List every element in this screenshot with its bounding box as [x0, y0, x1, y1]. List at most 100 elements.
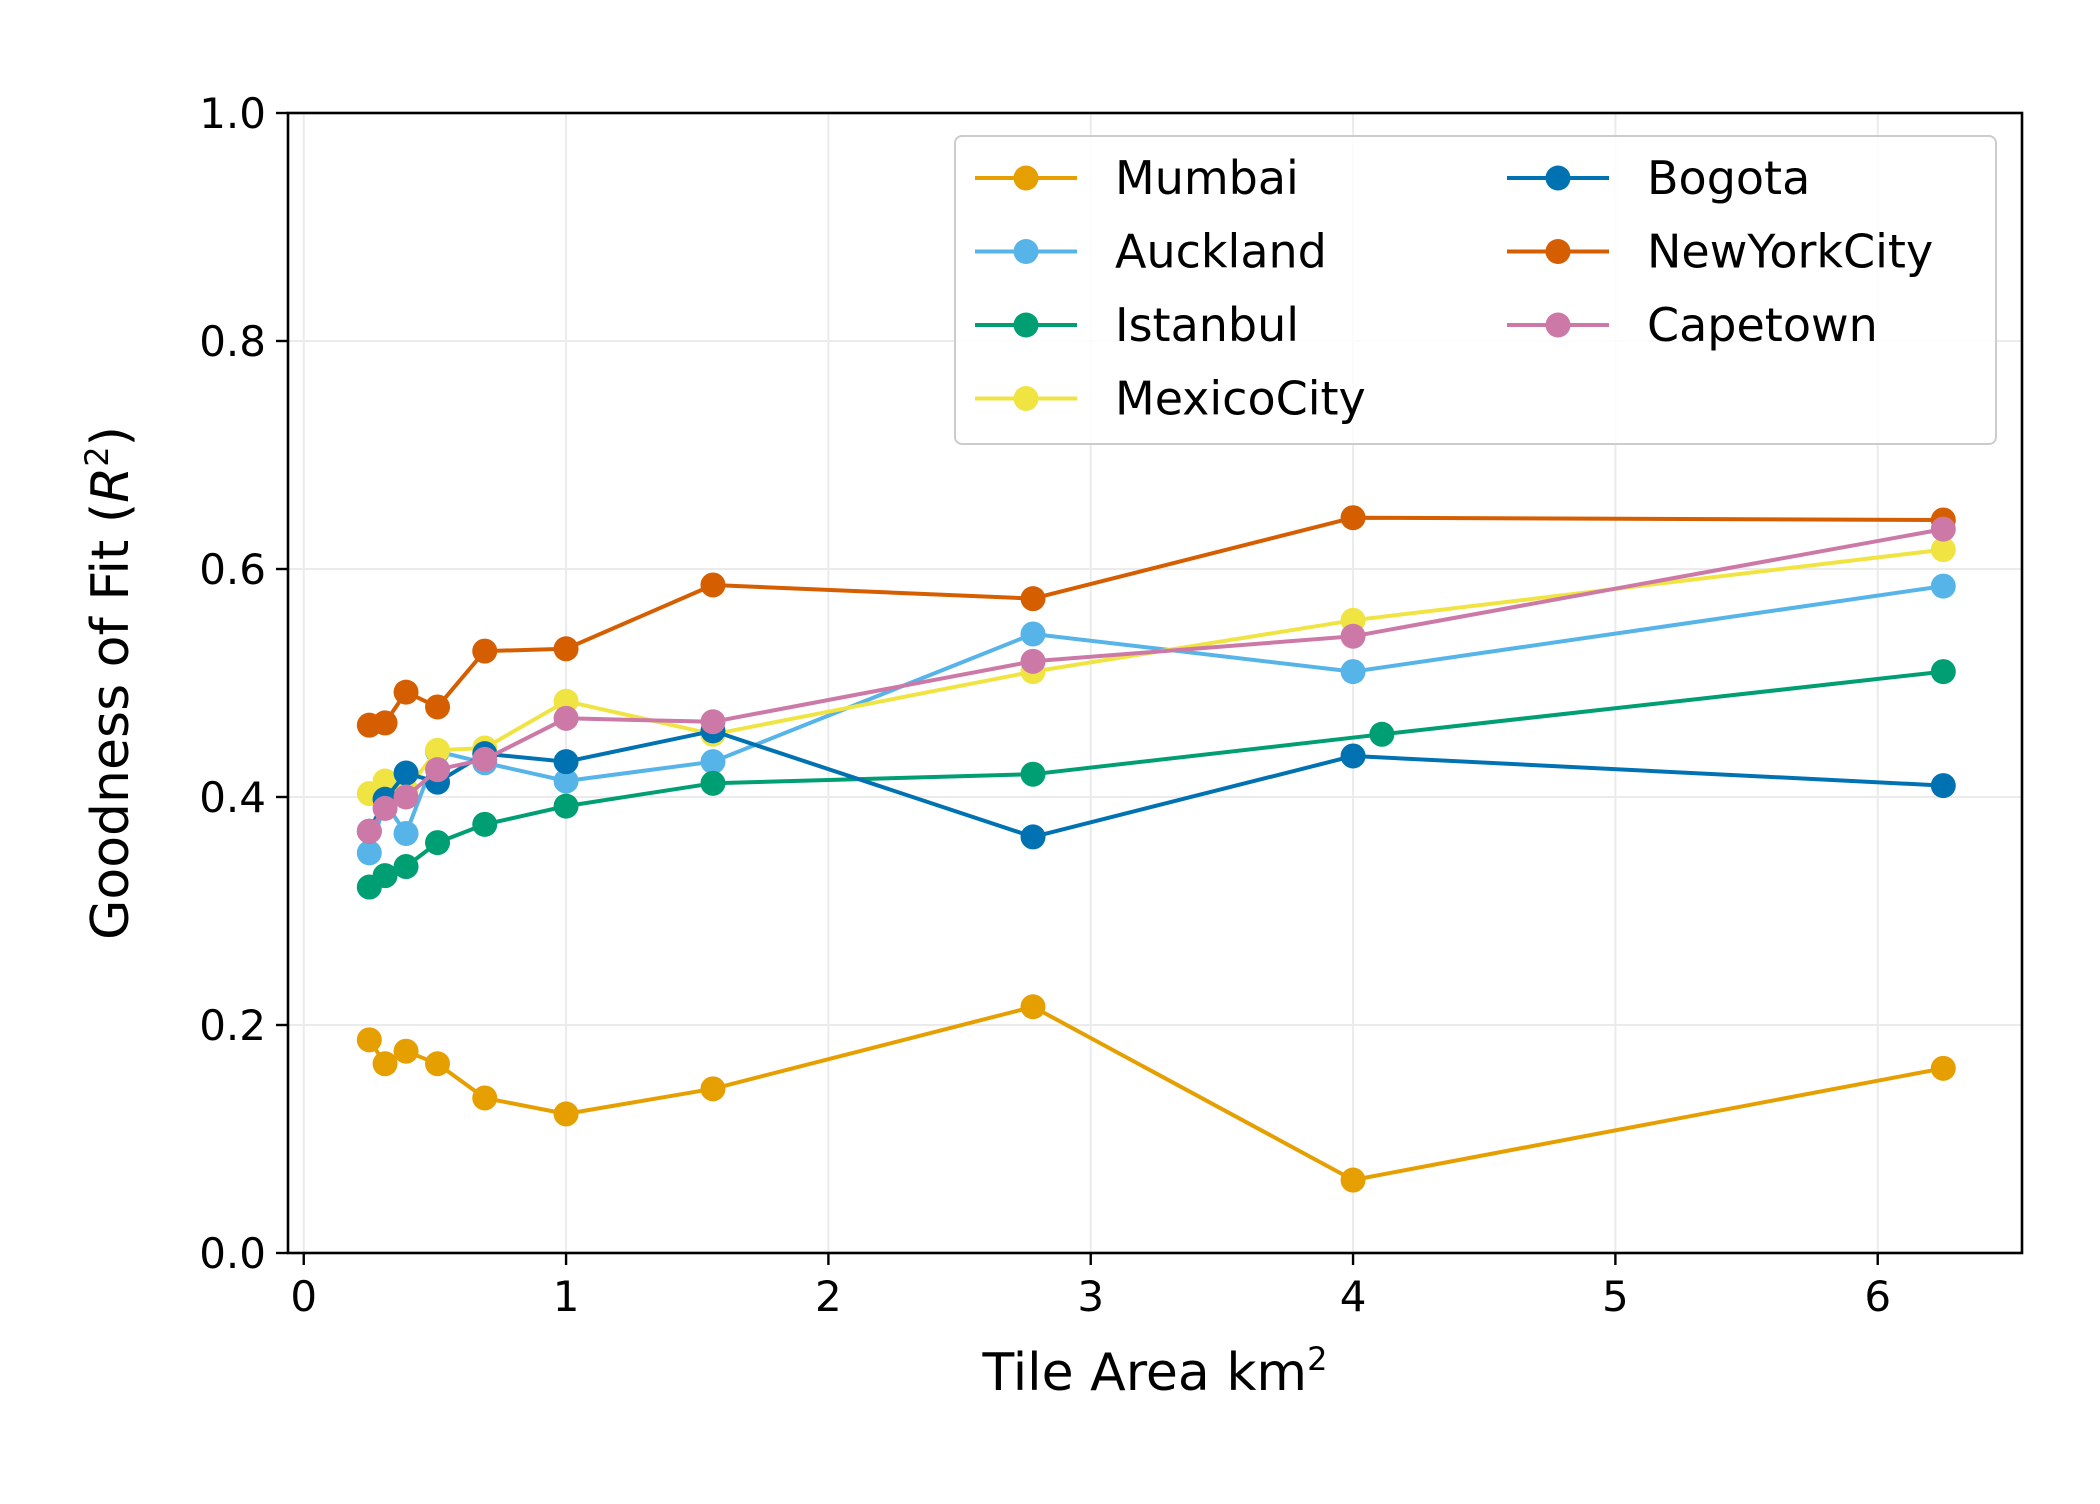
data-point-mumbai [472, 1085, 498, 1111]
data-point-capetown [1930, 516, 1956, 542]
series-line-capetown [367, 527, 1944, 833]
data-point-istanbul [1930, 659, 1956, 685]
data-point-capetown [472, 746, 498, 772]
data-point-newyorkcity [393, 679, 419, 705]
legend-marker-capetown [1545, 312, 1571, 338]
data-point-mexicocity [1930, 537, 1956, 563]
x-tick-label: 3 [1077, 1272, 1104, 1321]
y-tick-label: 0.8 [199, 317, 266, 366]
series-mumbai [356, 994, 1956, 1193]
data-point-newyorkcity [472, 638, 498, 664]
series-capetown [356, 516, 1956, 844]
series-bogota [356, 718, 1956, 850]
data-point-istanbul [425, 830, 451, 856]
data-point-auckland [1020, 621, 1046, 647]
data-point-capetown [1340, 623, 1366, 649]
data-point-auckland [393, 820, 419, 846]
data-point-mexicocity [372, 768, 398, 794]
y-tick-label: 0.0 [199, 1229, 266, 1278]
data-point-mumbai [553, 1101, 579, 1127]
y-tick-label: 0.6 [199, 545, 266, 594]
legend-entry-auckland: Auckland [975, 225, 1327, 279]
data-point-istanbul [700, 770, 726, 796]
y-axis-title-text: Goodness of Fit ( [81, 503, 141, 940]
legend-entry-newyorkcity: NewYorkCity [1507, 225, 1933, 279]
legend-items: Mumbai Auckland Istanbul MexicoCity Bogota Ne… [975, 151, 1933, 426]
series-line-mumbai [367, 1004, 1944, 1182]
legend-entry-bogota: Bogota [1507, 151, 1810, 205]
series-line-bogota [367, 728, 1944, 839]
data-point-newyorkcity [700, 572, 726, 598]
legend-marker-mexicocity [1013, 386, 1039, 411]
legend-label-capetown: Capetown [1647, 298, 1878, 352]
legend-marker-newyorkcity [1545, 239, 1571, 264]
legend-marker-auckland [1013, 239, 1039, 264]
data-point-mumbai [393, 1038, 419, 1064]
data-point-auckland [1930, 573, 1956, 599]
legend-box [954, 135, 1997, 445]
legend-label-bogota: Bogota [1647, 151, 1810, 205]
series-istanbul [356, 659, 1956, 900]
legend-entry-istanbul: Istanbul [975, 298, 1299, 352]
legend-entry-mumbai: Mumbai [975, 151, 1299, 205]
data-point-istanbul [472, 811, 498, 837]
y-tick-label: 0.2 [199, 1001, 266, 1050]
data-point-bogota [553, 749, 579, 775]
data-point-capetown [393, 784, 419, 810]
data-point-capetown [700, 709, 726, 735]
y-tick-label: 1.0 [199, 89, 266, 138]
data-point-bogota [1020, 824, 1046, 850]
legend-label-mexicocity: MexicoCity [1115, 372, 1366, 426]
data-point-capetown [372, 795, 398, 821]
data-point-auckland [356, 840, 382, 866]
y-axis-title: Goodness of Fit (R2) [78, 426, 141, 940]
series-line-istanbul [368, 669, 1944, 889]
legend-marker-istanbul [1013, 312, 1039, 338]
legend-label-istanbul: Istanbul [1115, 298, 1299, 352]
legend-label-newyorkcity: NewYorkCity [1647, 225, 1933, 279]
data-point-newyorkcity [553, 636, 579, 662]
data-point-istanbul [1020, 761, 1046, 787]
legend-entry-mexicocity: MexicoCity [975, 372, 1366, 426]
x-axis-title-superscript: 2 [1307, 1340, 1327, 1378]
series-line-auckland [367, 584, 1944, 854]
series-line-newyorkcity [369, 515, 1944, 728]
legend-label-auckland: Auckland [1115, 225, 1327, 279]
data-point-capetown [1020, 648, 1046, 674]
legend-marker-bogota [1545, 165, 1571, 191]
data-point-capetown [425, 757, 451, 783]
data-point-bogota [1930, 773, 1956, 799]
plot-frame [286, 111, 2024, 1255]
data-point-bogota [1340, 743, 1366, 769]
ticks-layer: 0 1 2 3 4 5 6 0.0 0.2 0.4 0.6 0.8 1.0 [199, 89, 1891, 1321]
data-point-istanbul [553, 793, 579, 819]
x-tick-label: 4 [1340, 1272, 1367, 1321]
data-point-newyorkcity [372, 710, 398, 736]
y-axis-title-close: ) [81, 426, 141, 446]
legend-label-mumbai: Mumbai [1115, 151, 1299, 205]
data-point-istanbul [372, 863, 398, 889]
data-point-bogota [393, 760, 419, 786]
legend-marker-mumbai [1013, 165, 1039, 191]
data-point-istanbul [393, 854, 419, 880]
y-tick-label: 0.4 [199, 773, 266, 822]
data-point-mexicocity [553, 688, 579, 714]
x-axis-title-text: Tile Area km [982, 1343, 1308, 1403]
data-point-auckland [553, 768, 579, 794]
y-axis-title-superscript: 2 [78, 446, 116, 466]
series-mexicocity [356, 537, 1956, 807]
data-point-newyorkcity [1020, 586, 1046, 612]
data-point-mumbai [372, 1051, 398, 1077]
legend: Mumbai Auckland Istanbul MexicoCity Bogota Ne… [954, 135, 1997, 445]
data-point-mumbai [1930, 1055, 1956, 1081]
data-point-mumbai [700, 1076, 726, 1102]
x-tick-label: 2 [815, 1272, 842, 1321]
data-point-mumbai [1340, 1167, 1366, 1193]
data-point-mumbai [356, 1027, 382, 1053]
x-axis-title: Tile Area km2 [982, 1340, 1328, 1403]
data-point-auckland [700, 749, 726, 775]
data-point-mumbai [425, 1051, 451, 1077]
series-newyorkcity [356, 505, 1956, 738]
